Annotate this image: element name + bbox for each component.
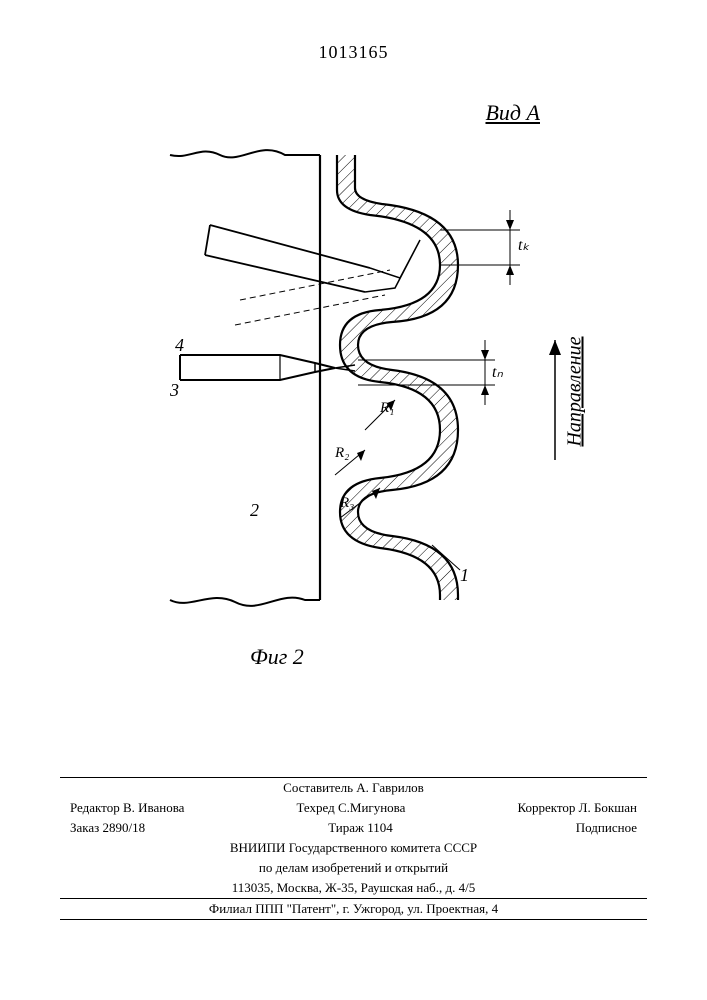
figure-area: Вид А bbox=[140, 100, 600, 660]
label-r2: R₂ bbox=[335, 445, 349, 462]
colophon-compiler: Составитель А. Гаврилов bbox=[60, 778, 647, 798]
colophon-org2: по делам изобретений и открытий bbox=[60, 858, 647, 878]
corrugated-profile bbox=[337, 155, 458, 600]
colophon-order-row: Заказ 2890/18 Тираж 1104 Подписное bbox=[60, 818, 647, 838]
callout-2: 2 bbox=[250, 500, 259, 521]
callout-1: 1 bbox=[460, 565, 469, 586]
direction-arrow bbox=[549, 340, 561, 460]
colophon-address: 113035, Москва, Ж-35, Раушская наб., д. … bbox=[60, 878, 647, 898]
colophon-techred: Техред С.Мигунова bbox=[296, 800, 405, 816]
callout-4: 4 bbox=[175, 335, 184, 356]
label-tk: tₖ bbox=[518, 235, 529, 255]
page: 1013165 Вид А bbox=[0, 0, 707, 1000]
figure-caption: Фиг 2 bbox=[250, 644, 304, 670]
direction-label: Направление bbox=[563, 336, 586, 446]
technical-drawing bbox=[140, 100, 600, 640]
label-tn: tₙ bbox=[492, 362, 503, 382]
colophon-org1: ВНИИПИ Государственного комитета СССР bbox=[60, 838, 647, 858]
colophon: Составитель А. Гаврилов Редактор В. Иван… bbox=[60, 777, 647, 920]
colophon-branch: Филиал ППП "Патент", г. Ужгород, ул. Про… bbox=[60, 898, 647, 919]
block-left bbox=[170, 150, 320, 606]
document-number: 1013165 bbox=[0, 42, 707, 63]
label-r1: R₁ bbox=[380, 400, 394, 417]
tool-lower bbox=[180, 355, 355, 380]
label-r3: R₃ bbox=[340, 495, 354, 512]
colophon-order: Заказ 2890/18 bbox=[70, 820, 145, 836]
colophon-subscription: Подписное bbox=[576, 820, 637, 836]
view-label: Вид А bbox=[485, 100, 540, 126]
colophon-editor: Редактор В. Иванова bbox=[70, 800, 184, 816]
callout-3: 3 bbox=[170, 380, 179, 401]
colophon-tirage: Тираж 1104 bbox=[328, 820, 393, 836]
colophon-corrector: Корректор Л. Бокшан bbox=[517, 800, 637, 816]
colophon-editors-row: Редактор В. Иванова Техред С.Мигунова Ко… bbox=[60, 798, 647, 818]
